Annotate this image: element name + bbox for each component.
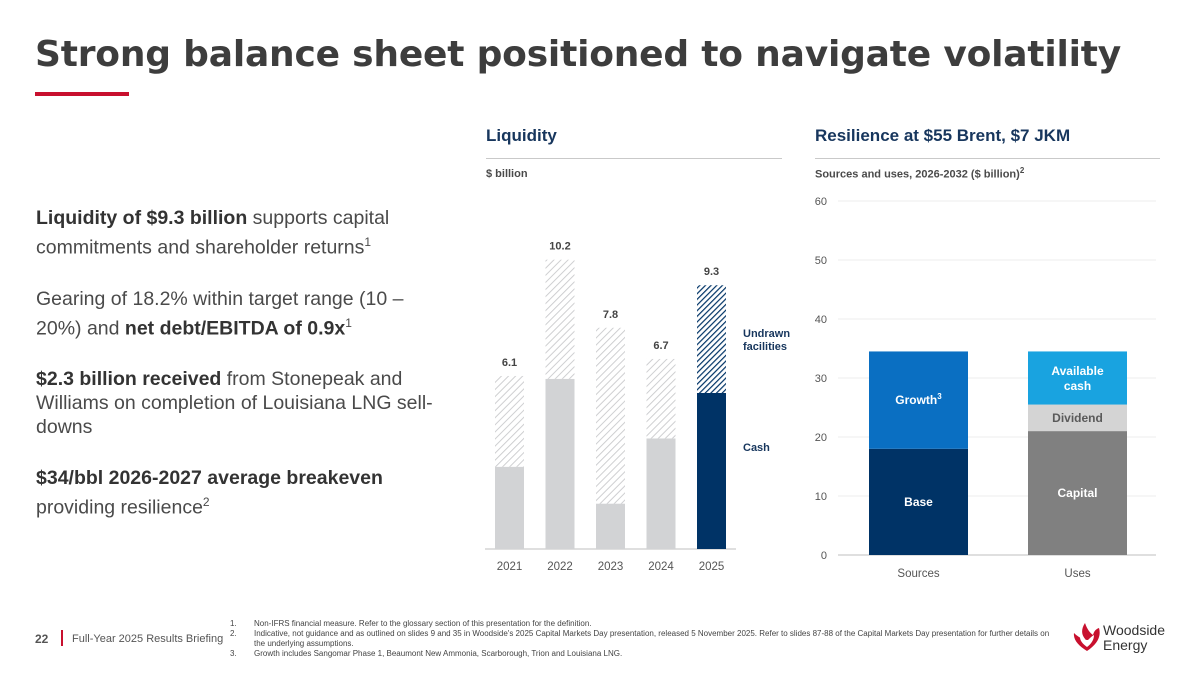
woodside-flame-icon <box>1073 623 1100 651</box>
resilience-subtitle: Sources and uses, 2026-2032 ($ billion)2 <box>815 166 1024 181</box>
liquidity-heading-rule <box>486 158 782 159</box>
bullet-bold: $34/bbl 2026-2027 average breakeven <box>36 467 383 489</box>
segment-label-base: Base <box>904 495 933 509</box>
segment-label-line: cash <box>1064 379 1091 393</box>
bullet-liquidity: Liquidity of $9.3 billion supports capit… <box>36 206 436 260</box>
bar-cash-2025 <box>697 393 726 549</box>
legend-line: Undrawn <box>743 328 790 340</box>
footnote-number: 1. <box>230 619 237 628</box>
bar-cash-2021 <box>495 466 524 549</box>
segment-label-available-cash: Available cash <box>1051 364 1104 393</box>
x-tick-2023: 2023 <box>598 561 624 573</box>
bar-cash-2023 <box>596 503 625 549</box>
footnote-text: Non-IFRS financial measure. Refer to the… <box>254 619 592 628</box>
footnotes: 1. Non-IFRS financial measure. Refer to t… <box>230 619 1060 659</box>
footnote-1: 1. Non-IFRS financial measure. Refer to t… <box>230 619 1060 629</box>
x-tick-sources: Sources <box>897 568 939 580</box>
footnote-ref: 1 <box>364 235 372 249</box>
segment-label-line: Available <box>1051 364 1104 378</box>
woodside-logo: Woodside Energy <box>1070 620 1170 656</box>
total-label-2024: 6.7 <box>653 340 668 352</box>
segment-label-capital: Capital <box>1057 486 1097 500</box>
bar-cash-2024 <box>646 438 676 549</box>
y-tick-60: 60 <box>815 196 827 208</box>
footnote-ref: 1 <box>345 315 352 330</box>
bullet-text: providing resilience <box>36 496 203 519</box>
x-tick-2021: 2021 <box>497 561 523 573</box>
liquidity-heading: Liquidity <box>486 126 557 145</box>
y-tick-40: 40 <box>815 314 827 326</box>
footnote-ref: 2 <box>1019 166 1025 175</box>
resilience-heading-rule <box>815 158 1160 159</box>
x-tick-2025: 2025 <box>699 561 725 573</box>
bar-undrawn-2023 <box>596 327 625 504</box>
resilience-subtitle-text: Sources and uses, 2026-2032 ($ billion) <box>815 168 1020 181</box>
bar-undrawn-2024 <box>646 358 676 439</box>
footnote-3: 3. Growth includes Sangomar Phase 1, Beau… <box>230 649 1060 659</box>
logo-line-1: Woodside <box>1103 622 1166 638</box>
segment-label-growth: Growth3 <box>895 392 942 407</box>
footer-label: Full-Year 2025 Results Briefing <box>72 633 224 645</box>
y-tick-20: 20 <box>815 432 827 444</box>
footnote-number: 2. <box>230 629 237 638</box>
y-tick-0: 0 <box>821 550 827 562</box>
bar-undrawn-2025 <box>697 285 726 393</box>
x-tick-2022: 2022 <box>547 561 573 573</box>
liquidity-unit: $ billion <box>486 168 528 180</box>
segment-dividend <box>1028 404 1127 432</box>
footnote-ref: 2 <box>202 495 210 509</box>
legend-undrawn-facilities: Undrawn facilities <box>743 328 790 353</box>
segment-available-cash <box>1028 351 1127 405</box>
footnote-2: 2. Indicative, not guidance and as outlin… <box>230 629 1060 649</box>
resilience-heading: Resilience at $55 Brent, $7 JKM <box>815 126 1071 145</box>
logo-line-2: Energy <box>1103 637 1148 653</box>
legend-cash: Cash <box>743 442 770 454</box>
bullet-text: supports capital commitments and shareho… <box>36 207 390 259</box>
footnote-ref: 3 <box>937 392 942 401</box>
legend-line: facilities <box>743 341 787 353</box>
bar-cash-2022 <box>545 378 575 549</box>
footer-divider <box>61 630 63 646</box>
y-tick-10: 10 <box>815 491 827 503</box>
bullet-bold: $2.3 billion received <box>36 368 222 390</box>
resilience-chart: 0 10 20 30 40 50 60 Base Growth3 Sources Capital Di… <box>815 196 1156 580</box>
segment-growth <box>869 351 968 449</box>
total-label-2021: 6.1 <box>502 357 517 369</box>
liquidity-chart: 6.1 2021 10.2 2022 7.8 2023 6.7 2024 9.3 2025 Undr… <box>485 241 790 573</box>
segment-base <box>869 448 968 555</box>
page-number: 22 <box>35 632 49 646</box>
bullet-bold: net debt/EBITDA of 0.9x <box>124 317 346 339</box>
footnote-number: 3. <box>230 649 237 658</box>
bullet-gearing: Gearing of 18.2% within target range (10… <box>36 287 436 341</box>
segment-capital <box>1028 431 1127 555</box>
bullet-text: Gearing of 18.2% within target range (10… <box>36 287 404 340</box>
key-points: Liquidity of $9.3 billion supports capit… <box>36 206 436 547</box>
segment-label-dividend: Dividend <box>1052 411 1103 425</box>
bullet-breakeven: $34/bbl 2026-2027 average breakeven prov… <box>36 466 436 520</box>
bar-undrawn-2022 <box>545 259 575 379</box>
bullet-text: from Stonepeak and Williams on completio… <box>36 368 433 438</box>
bar-undrawn-2021 <box>495 375 524 467</box>
x-tick-2024: 2024 <box>648 561 674 573</box>
total-label-2022: 10.2 <box>549 241 570 253</box>
x-tick-uses: Uses <box>1064 568 1090 580</box>
total-label-2023: 7.8 <box>603 309 618 321</box>
title-underline <box>35 92 129 96</box>
y-tick-50: 50 <box>815 255 827 267</box>
total-label-2025: 9.3 <box>704 266 719 278</box>
woodside-wordmark: Woodside Energy <box>1103 623 1165 653</box>
page-title: Strong balance sheet positioned to navig… <box>35 34 1122 75</box>
y-tick-30: 30 <box>815 373 827 385</box>
footnote-text: Indicative, not guidance and as outlined… <box>254 629 1050 648</box>
footnote-text: Growth includes Sangomar Phase 1, Beaumo… <box>254 649 623 658</box>
bullet-sell-downs: $2.3 billion received from Stonepeak and… <box>36 367 436 439</box>
bullet-bold: Liquidity of $9.3 billion <box>36 207 248 229</box>
